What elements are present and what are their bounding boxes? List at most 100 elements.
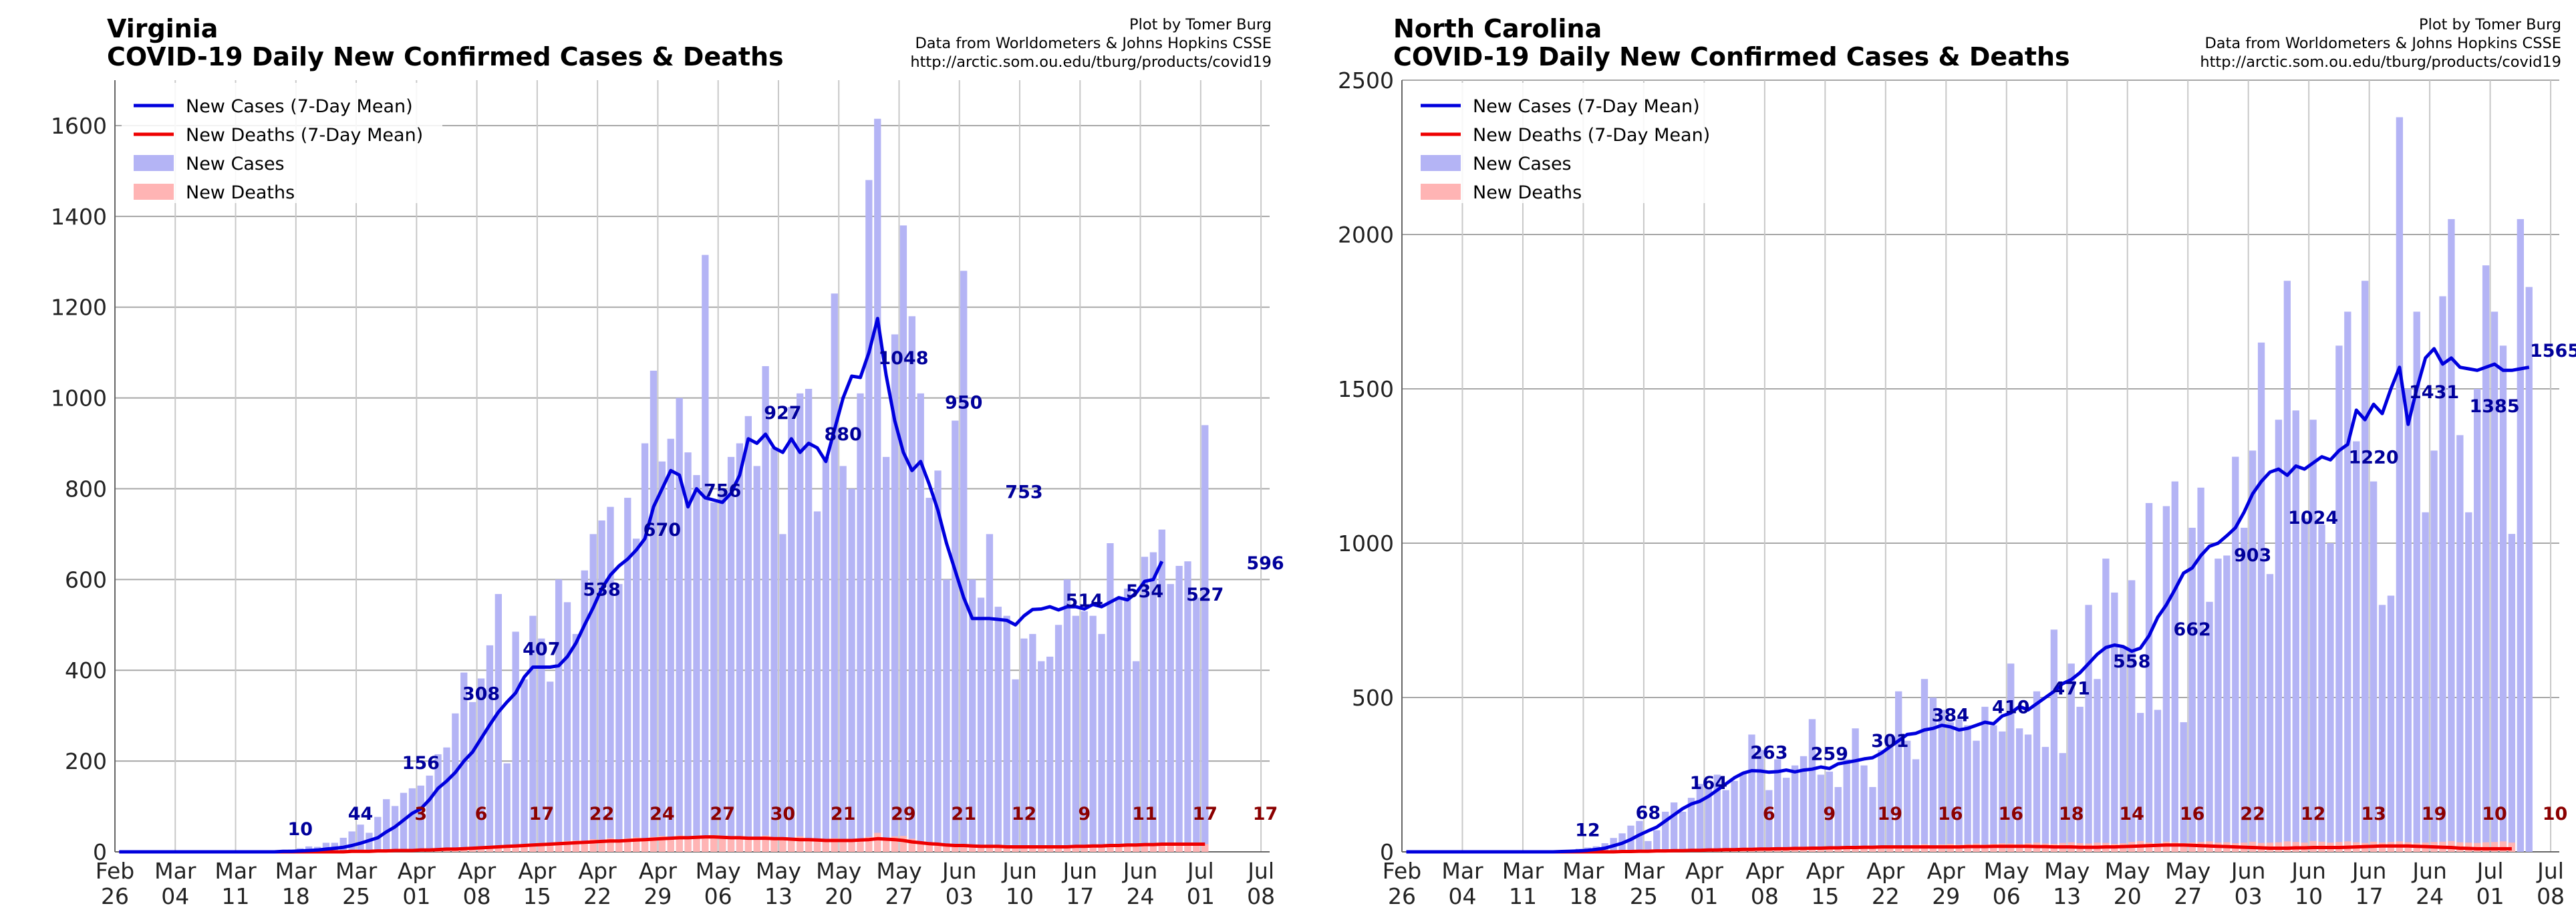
death-data-label: 27 [710,804,735,824]
x-tick-day: 26 [1388,883,1416,909]
case-data-label: 1220 [2349,447,2399,468]
case-bar [452,714,458,852]
case-bar [1038,661,1044,852]
x-tick-month: Apr [398,858,436,884]
death-data-label: 19 [2422,804,2447,824]
case-bar [2301,518,2308,852]
x-tick-day: 10 [1006,883,1034,909]
legend-label: New Cases (7-Day Mean) [1473,96,1700,117]
x-tick-day: 01 [1690,883,1718,909]
case-bar [1912,759,1919,852]
x-tick-month: Mar [335,858,378,884]
case-bar [2422,512,2428,852]
death-data-label: 17 [1192,804,1218,824]
case-bar [745,416,752,852]
case-bar [495,594,502,852]
death-data-label: 3 [414,804,427,824]
case-bar [2362,281,2368,852]
x-tick-month: Mar [1502,858,1544,884]
case-bar [2344,312,2351,853]
case-bar [874,119,881,852]
death-bar [719,838,726,852]
case-bar [1783,778,1790,852]
case-bar [1012,679,1018,852]
x-tick-month: Mar [1623,858,1665,884]
case-bar [2137,713,2144,852]
case-bar [978,598,984,852]
case-bar [1107,543,1113,852]
case-bar [650,371,657,852]
death-bar [857,840,863,852]
x-tick-month: May [756,858,801,884]
case-bar [952,421,958,852]
x-tick-day: 25 [342,883,370,909]
case-bar [2465,512,2472,852]
case-bar [2232,457,2239,852]
case-bar [2025,734,2031,852]
case-bar [1115,598,1122,852]
case-bar [934,470,941,852]
x-tick-month: May [1984,858,2029,884]
death-data-label: 29 [891,804,916,824]
credit-line: http://arctic.som.ou.edu/tburg/products/… [910,53,1272,71]
case-bar [1697,784,1703,852]
case-bar [1981,707,1988,852]
x-tick-month: Mar [275,858,317,884]
y-tick-label: 1200 [51,295,107,321]
case-bar [1159,530,1165,852]
death-data-label: 16 [2180,804,2205,824]
case-data-label: 756 [704,480,741,501]
x-tick-day: 26 [101,883,129,909]
case-bar [1167,584,1174,852]
x-tick-day: 03 [946,883,974,909]
x-tick-month: Feb [96,858,134,884]
death-data-label: 18 [2059,804,2084,824]
legend-label: New Deaths (7-Day Mean) [186,125,423,146]
x-tick-month: Apr [579,858,617,884]
case-bar [348,831,355,852]
case-bar [1947,722,1954,852]
case-bar [840,466,847,853]
death-data-label: 22 [589,804,615,824]
case-bar [633,539,639,852]
x-tick-month: Apr [1866,858,1905,884]
death-bar [1159,845,1165,852]
death-bar [693,837,700,852]
case-bar [598,520,605,852]
case-bar [1653,830,1660,852]
x-tick-month: May [2165,858,2210,884]
case-bar [2482,265,2489,852]
case-data-label: 534 [1126,581,1163,602]
death-data-label: 21 [951,804,976,824]
case-bar [2223,555,2230,852]
death-bar [874,832,881,852]
x-tick-day: 08 [1247,883,1275,909]
case-data-label: 670 [643,520,681,541]
case-bar [641,444,648,852]
case-bar [1895,692,1902,852]
case-bar [1990,726,1997,852]
case-bar [710,502,717,852]
x-tick-day: 04 [161,883,189,909]
case-bar [2249,450,2256,852]
death-bar [814,840,821,852]
case-bar [2042,747,2049,852]
case-bar [2396,117,2403,852]
case-bar [857,394,863,852]
case-bar [1869,787,1876,852]
credit-line: Plot by Tomer Burg [1129,16,1272,33]
case-bar [2172,482,2178,852]
death-data-label: 17 [1253,804,1278,824]
case-bar [702,255,708,852]
case-bar [995,607,1002,852]
case-bar [573,634,579,852]
credit-line: Plot by Tomer Burg [2419,16,2561,33]
case-bar [1956,719,1963,852]
case-bar [615,584,622,852]
y-tick-label: 2000 [1338,222,1394,248]
death-data-label: 10 [2543,804,2568,824]
y-tick-label: 2500 [1338,67,1394,94]
